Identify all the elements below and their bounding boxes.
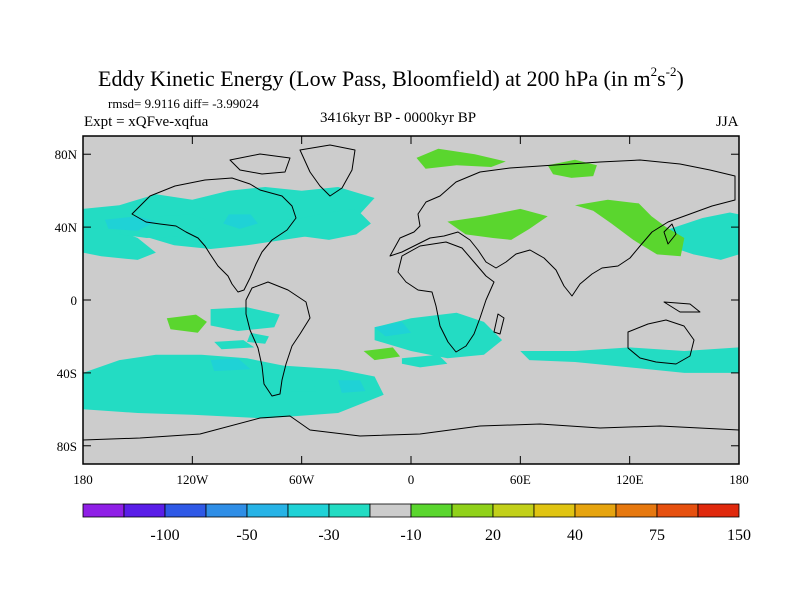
stats-text: rmsd= 9.9116 diff= -3.99024	[108, 96, 259, 111]
colorbar-label-0: -100	[150, 527, 179, 544]
anomaly-region-20	[447, 208, 548, 240]
coast-madagascar	[493, 313, 505, 335]
colorbar-label-6: 75	[649, 527, 665, 544]
anomaly-regions	[83, 148, 739, 419]
y-tick-label-2: 0	[71, 293, 78, 308]
colorbar-box-9	[451, 503, 494, 518]
colorbar-box-10	[492, 503, 535, 518]
anomaly-region-8	[401, 354, 448, 368]
colorbar-box-12	[574, 503, 617, 518]
anomaly-region-18	[416, 148, 506, 169]
anomaly-region-21	[575, 199, 685, 257]
experiment-label: Expt = xQFve-xqfua	[84, 114, 209, 130]
colorbar-box-3	[205, 503, 248, 518]
colorbar-box-11	[533, 503, 576, 518]
colorbar-box-14	[656, 503, 699, 518]
anomaly-region-17	[338, 380, 366, 393]
x-tick-label-3: 0	[408, 472, 415, 487]
colorbar-label-4: 20	[485, 527, 501, 544]
colorbar-box-5	[287, 503, 330, 518]
y-tick-label-0: 80N	[55, 147, 78, 162]
y-tick-label-4: 80S	[57, 439, 77, 454]
colorbar-box-6	[328, 503, 371, 518]
colorbar-box-2	[164, 503, 207, 518]
colorbar-box-7	[369, 503, 412, 518]
anomaly-region-5	[210, 307, 280, 331]
y-tick-label-3: 40S	[57, 366, 77, 381]
x-tick-label-0: 180	[73, 472, 93, 487]
colorbar-box-0	[82, 503, 125, 518]
colorbar-label-2: -30	[318, 527, 339, 544]
anomaly-region-16	[210, 358, 251, 372]
anomaly-region-12	[283, 376, 317, 392]
season-label: JJA	[716, 114, 739, 130]
x-tick-label-2: 60W	[289, 472, 315, 487]
coast-africa	[397, 241, 495, 353]
x-tick-label-4: 60E	[510, 472, 531, 487]
coast-new-guinea	[663, 301, 701, 313]
colorbar-box-4	[246, 503, 289, 518]
anomaly-region-2	[265, 208, 371, 240]
colorbar-label-1: -50	[236, 527, 257, 544]
colorbar: -100 -50 -30 -10 20 40 75 150	[82, 503, 751, 544]
x-tick-label-5: 120E	[616, 472, 644, 487]
anomaly-region-23	[363, 347, 401, 361]
x-tick-label-6: 180	[729, 472, 749, 487]
anomaly-region-10	[520, 347, 739, 373]
coast-arctic-islands	[229, 153, 291, 175]
map-panel: 180 120W 60W 0 60E 120E 180 80N 40N 0 40S 80S	[55, 135, 749, 487]
anomaly-region-1	[83, 227, 156, 260]
x-tick-label-1: 120W	[176, 472, 209, 487]
anomaly-region-9	[83, 354, 384, 419]
coast-south-america	[245, 281, 311, 397]
coast-australia	[627, 319, 695, 365]
colorbar-label-3: -10	[400, 527, 421, 544]
anomaly-region-4	[647, 212, 739, 260]
anomaly-region-7	[374, 312, 503, 359]
y-tick-label-1: 40N	[55, 220, 78, 235]
anomaly-region-11	[214, 340, 255, 350]
colorbar-box-15	[697, 503, 740, 518]
colorbar-box-1	[123, 503, 166, 518]
coastlines	[83, 144, 739, 441]
coast-eurasia	[389, 159, 736, 297]
anomaly-region-22	[166, 314, 207, 333]
colorbar-box-8	[410, 503, 453, 518]
colorbar-label-7: 150	[727, 527, 751, 544]
coast-antarctica	[83, 415, 739, 441]
colorbar-label-5: 40	[567, 527, 583, 544]
anomaly-region-14	[223, 214, 258, 229]
coast-greenland	[299, 144, 356, 197]
colorbar-box-13	[615, 503, 658, 518]
anomaly-region-15	[374, 321, 411, 337]
axis-ticks: 180 120W 60W 0 60E 120E 180 80N 40N 0 40S 80S	[55, 136, 749, 487]
coast-north-america	[131, 177, 297, 293]
period-label: 3416kyr BP - 0000kyr BP	[320, 110, 476, 126]
coast-japan	[663, 223, 677, 245]
figure-title: Eddy Kinetic Energy (Low Pass, Bloomfiel…	[98, 64, 684, 91]
